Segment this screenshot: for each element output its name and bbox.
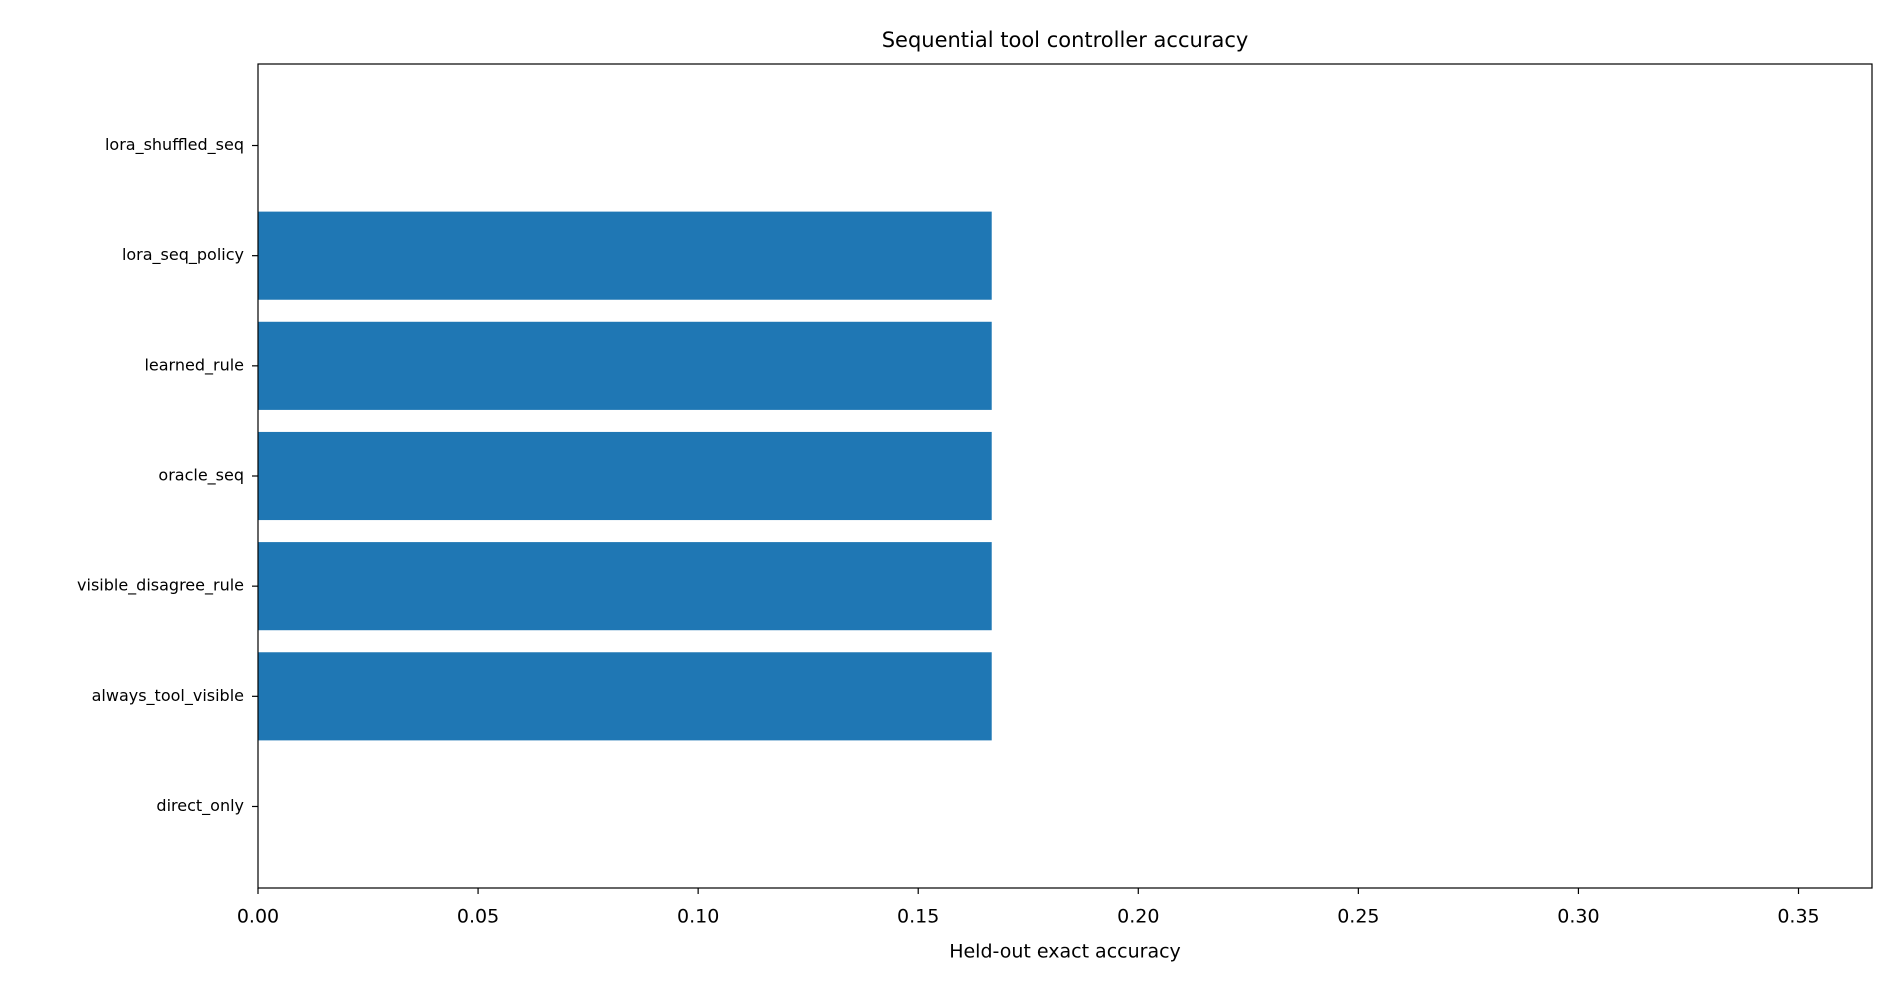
x-axis-label: Held-out exact accuracy [949, 941, 1181, 963]
bar [258, 652, 992, 741]
y-tick-label: lora_seq_policy [122, 245, 244, 265]
y-tick-label: visible_disagree_rule [77, 576, 244, 596]
plot-frame [257, 63, 1873, 889]
y-tick-label: direct_only [156, 796, 244, 816]
x-tick-label: 0.20 [1117, 906, 1159, 928]
bar [258, 321, 992, 410]
bar [258, 211, 992, 300]
y-tick-label: always_tool_visible [92, 686, 244, 706]
x-tick-label: 0.05 [457, 906, 499, 928]
y-tick-label: lora_shuffled_seq [105, 135, 244, 155]
bar [258, 542, 992, 631]
x-tick-label: 0.00 [237, 906, 279, 928]
y-tick-label: learned_rule [144, 355, 244, 375]
y-tick-label: oracle_seq [158, 466, 244, 486]
bar [258, 431, 992, 521]
x-tick-label: 0.25 [1337, 906, 1379, 928]
x-tick-label: 0.35 [1777, 906, 1819, 928]
x-tick-label: 0.10 [677, 906, 719, 928]
x-tick-label: 0.15 [897, 906, 939, 928]
chart-title: Sequential tool controller accuracy [882, 28, 1249, 52]
x-tick-label: 0.30 [1557, 906, 1599, 928]
